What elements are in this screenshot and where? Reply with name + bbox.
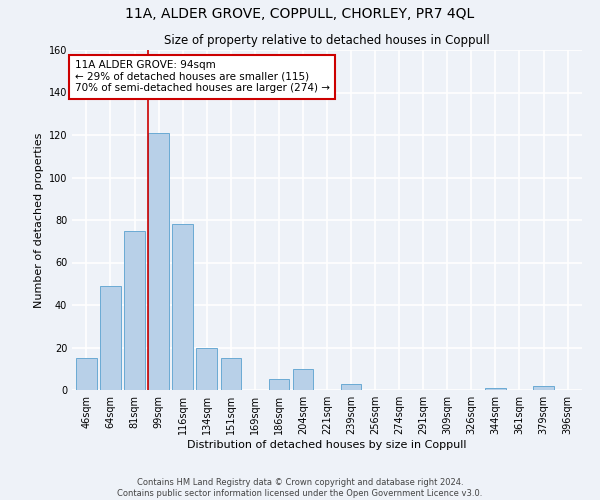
Bar xyxy=(196,348,217,390)
Text: 11A ALDER GROVE: 94sqm
← 29% of detached houses are smaller (115)
70% of semi-de: 11A ALDER GROVE: 94sqm ← 29% of detached… xyxy=(74,60,329,94)
Bar xyxy=(172,224,193,390)
Bar xyxy=(221,358,241,390)
Bar xyxy=(293,369,313,390)
Bar xyxy=(124,230,145,390)
Bar xyxy=(100,286,121,390)
Y-axis label: Number of detached properties: Number of detached properties xyxy=(34,132,44,308)
Title: Size of property relative to detached houses in Coppull: Size of property relative to detached ho… xyxy=(164,34,490,48)
Text: 11A, ALDER GROVE, COPPULL, CHORLEY, PR7 4QL: 11A, ALDER GROVE, COPPULL, CHORLEY, PR7 … xyxy=(125,8,475,22)
Bar xyxy=(341,384,361,390)
Bar xyxy=(269,380,289,390)
Bar xyxy=(148,133,169,390)
Bar xyxy=(485,388,506,390)
Text: Contains HM Land Registry data © Crown copyright and database right 2024.
Contai: Contains HM Land Registry data © Crown c… xyxy=(118,478,482,498)
X-axis label: Distribution of detached houses by size in Coppull: Distribution of detached houses by size … xyxy=(187,440,467,450)
Bar xyxy=(76,358,97,390)
Bar xyxy=(533,386,554,390)
